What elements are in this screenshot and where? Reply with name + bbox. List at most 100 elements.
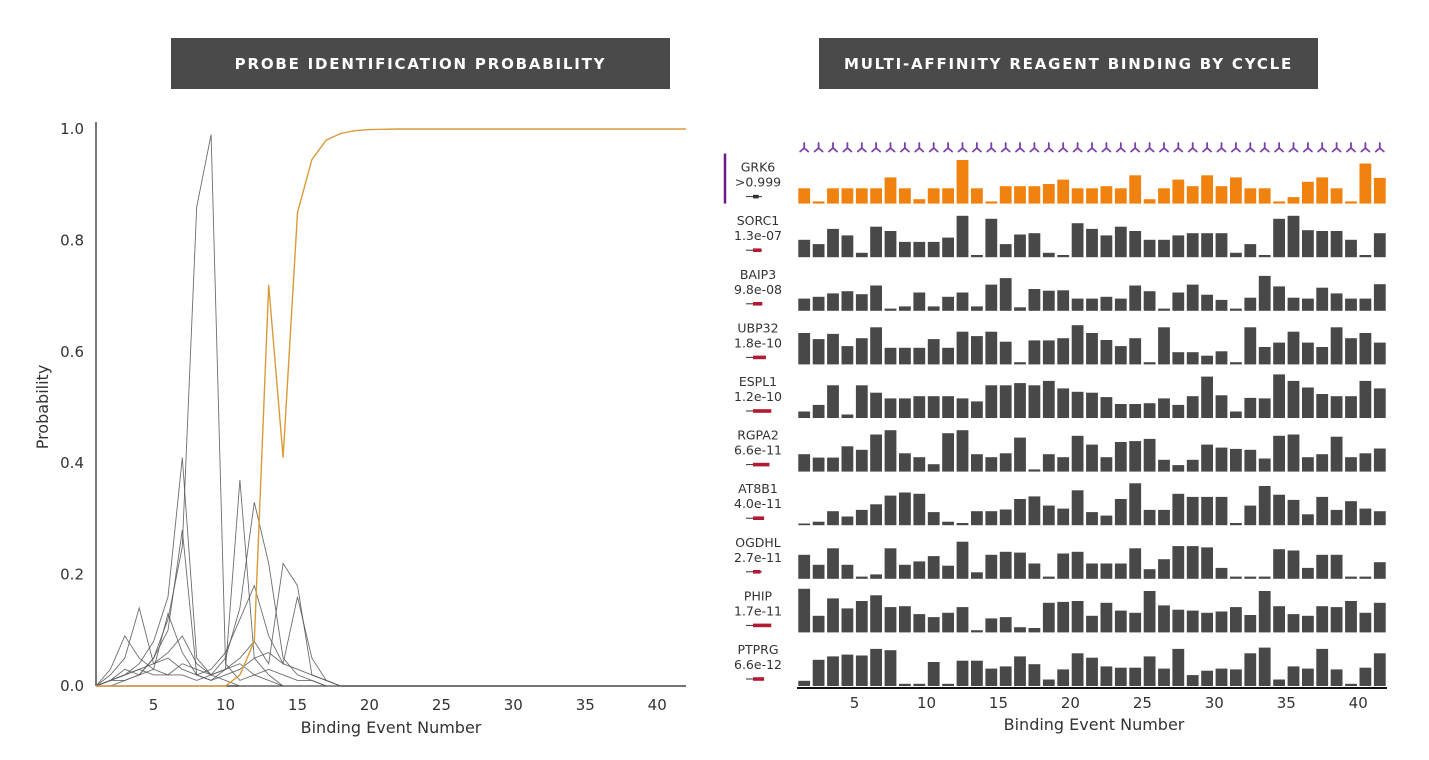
x-tick-label: 5	[850, 694, 860, 712]
binding-bar	[942, 521, 954, 526]
x-axis-title: Binding Event Number	[1004, 715, 1185, 734]
binding-bar	[1172, 546, 1185, 579]
binding-bar	[1071, 490, 1084, 526]
binding-bar	[1158, 188, 1170, 204]
binding-bar	[1258, 347, 1271, 365]
binding-bar	[1158, 605, 1170, 633]
reagent-icon-shape	[799, 142, 810, 153]
reagent-icon-shape	[1000, 142, 1011, 153]
binding-bar	[1244, 297, 1257, 311]
binding-bar	[1215, 496, 1228, 526]
binding-bar	[798, 298, 811, 311]
reagent-icon-shape	[1374, 142, 1385, 153]
background-probability-line	[95, 502, 341, 687]
binding-bar	[1186, 352, 1199, 365]
y-tick-label: 0.8	[60, 231, 84, 249]
binding-bar	[1186, 396, 1199, 418]
reagent-icon	[1058, 142, 1069, 153]
binding-bar	[1359, 333, 1372, 365]
binding-bar	[1057, 553, 1070, 579]
binding-bar	[1330, 509, 1343, 526]
binding-bar	[841, 564, 854, 579]
binding-bar	[927, 512, 940, 526]
reagent-icon	[1072, 142, 1083, 153]
binding-bar	[1215, 351, 1228, 365]
binding-bar	[1172, 352, 1185, 365]
binding-bar	[812, 296, 825, 311]
reagent-icon	[1288, 142, 1299, 153]
reagent-row-name: GRK6	[741, 160, 776, 175]
binding-bar	[1287, 331, 1300, 365]
binding-bar	[942, 347, 954, 365]
binding-bar	[1201, 294, 1213, 311]
binding-bar	[1287, 550, 1300, 579]
binding-bar	[1042, 679, 1055, 686]
binding-bar	[870, 285, 882, 311]
binding-bar	[985, 618, 998, 633]
reagent-row-pvalue: 9.8e-08	[734, 282, 782, 297]
binding-bar	[1057, 290, 1070, 311]
binding-bar	[1086, 188, 1098, 204]
reagent-row-pvalue: 2.7e-11	[734, 550, 782, 565]
binding-bar	[1071, 435, 1084, 472]
y-tick-label: 0.0	[60, 677, 84, 695]
reagent-icon	[1374, 142, 1385, 153]
binding-bar	[812, 615, 825, 633]
reagent-icon-shape	[1317, 142, 1328, 153]
binding-bar	[1143, 291, 1156, 311]
binding-bar	[1114, 499, 1127, 526]
binding-bar	[1172, 493, 1185, 526]
binding-bar	[971, 454, 983, 472]
binding-bar	[1143, 509, 1156, 526]
binding-bar	[1057, 508, 1070, 526]
binding-bar	[1330, 293, 1343, 311]
binding-bar	[798, 411, 811, 418]
binding-bar	[1057, 388, 1070, 418]
binding-bar	[1071, 391, 1084, 418]
binding-bar	[870, 188, 882, 204]
binding-bar	[999, 509, 1012, 526]
reagent-icon-shape	[1303, 142, 1313, 153]
pvalue-marker-bar	[753, 677, 765, 681]
binding-bar	[1057, 255, 1070, 258]
binding-bar	[798, 333, 811, 365]
binding-bar	[1028, 469, 1041, 472]
reagent-icon-shape	[1130, 142, 1141, 153]
reagent-icon-shape	[900, 142, 910, 153]
binding-bar	[1359, 576, 1372, 579]
binding-bar	[927, 339, 940, 365]
reagent-icon	[1043, 142, 1054, 153]
binding-bar	[1143, 403, 1156, 418]
binding-bar	[1359, 508, 1372, 526]
x-tick-label: 5	[149, 696, 159, 714]
reagent-icon	[957, 142, 968, 153]
x-tick-label: 25	[432, 696, 451, 714]
binding-bar	[899, 564, 911, 579]
binding-bar	[855, 509, 868, 526]
binding-bar	[927, 556, 940, 579]
reagent-icon	[1115, 142, 1126, 153]
binding-bar	[1330, 669, 1343, 686]
reagent-row-name: OGDHL	[735, 535, 781, 550]
binding-bar	[1330, 554, 1343, 579]
binding-bar	[1201, 547, 1213, 579]
binding-bar	[1230, 308, 1242, 311]
binding-bar	[812, 457, 825, 472]
binding-bar	[1158, 668, 1170, 686]
binding-bar	[884, 430, 897, 472]
binding-bar	[1114, 298, 1127, 311]
binding-bar	[1028, 496, 1041, 526]
reagent-icon	[1317, 142, 1328, 153]
binding-bar	[956, 430, 969, 472]
reagent-icon	[1029, 142, 1040, 153]
binding-bar	[1359, 255, 1372, 258]
binding-bar	[1186, 610, 1199, 633]
background-probability-line	[95, 584, 341, 687]
reagent-row-name: RGPA2	[737, 428, 779, 443]
binding-bar	[956, 541, 969, 579]
reagent-row-pvalue: 6.6e-12	[734, 657, 782, 672]
binding-bar	[1172, 609, 1185, 633]
binding-bar	[1287, 614, 1300, 633]
reagent-icon-shape	[1360, 142, 1371, 153]
binding-bar	[1100, 340, 1113, 365]
